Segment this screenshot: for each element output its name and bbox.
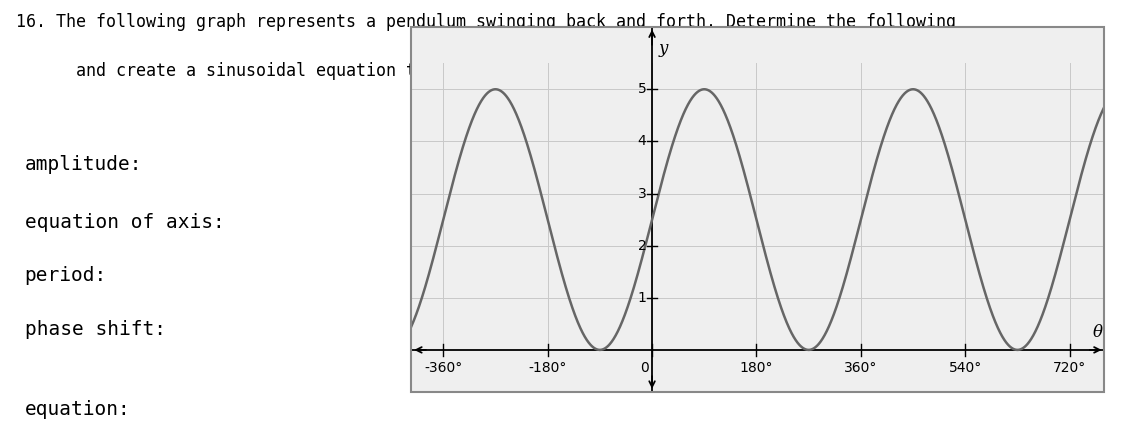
- Text: phase shift:: phase shift:: [25, 320, 166, 339]
- Text: 360°: 360°: [844, 361, 878, 376]
- Text: equation:: equation:: [25, 400, 131, 419]
- Text: 720°: 720°: [1053, 361, 1086, 376]
- Text: and create a sinusoidal equation that models its behaviour.: and create a sinusoidal equation that mo…: [17, 62, 666, 80]
- Text: -180°: -180°: [529, 361, 567, 376]
- Text: 0: 0: [640, 361, 648, 376]
- Text: -360°: -360°: [424, 361, 462, 376]
- Text: 180°: 180°: [739, 361, 773, 376]
- Text: 2: 2: [638, 239, 646, 253]
- Text: 540°: 540°: [949, 361, 982, 376]
- Text: period:: period:: [25, 267, 107, 285]
- Text: 1: 1: [638, 291, 646, 305]
- Text: amplitude:: amplitude:: [25, 155, 142, 174]
- Text: 5: 5: [638, 82, 646, 96]
- Text: θ: θ: [1093, 324, 1103, 340]
- Text: 4: 4: [638, 134, 646, 148]
- Text: 16. The following graph represents a pendulum swinging back and forth. Determine: 16. The following graph represents a pen…: [17, 13, 957, 31]
- Text: y: y: [659, 40, 668, 57]
- Text: 3: 3: [638, 186, 646, 201]
- Text: equation of axis:: equation of axis:: [25, 213, 224, 232]
